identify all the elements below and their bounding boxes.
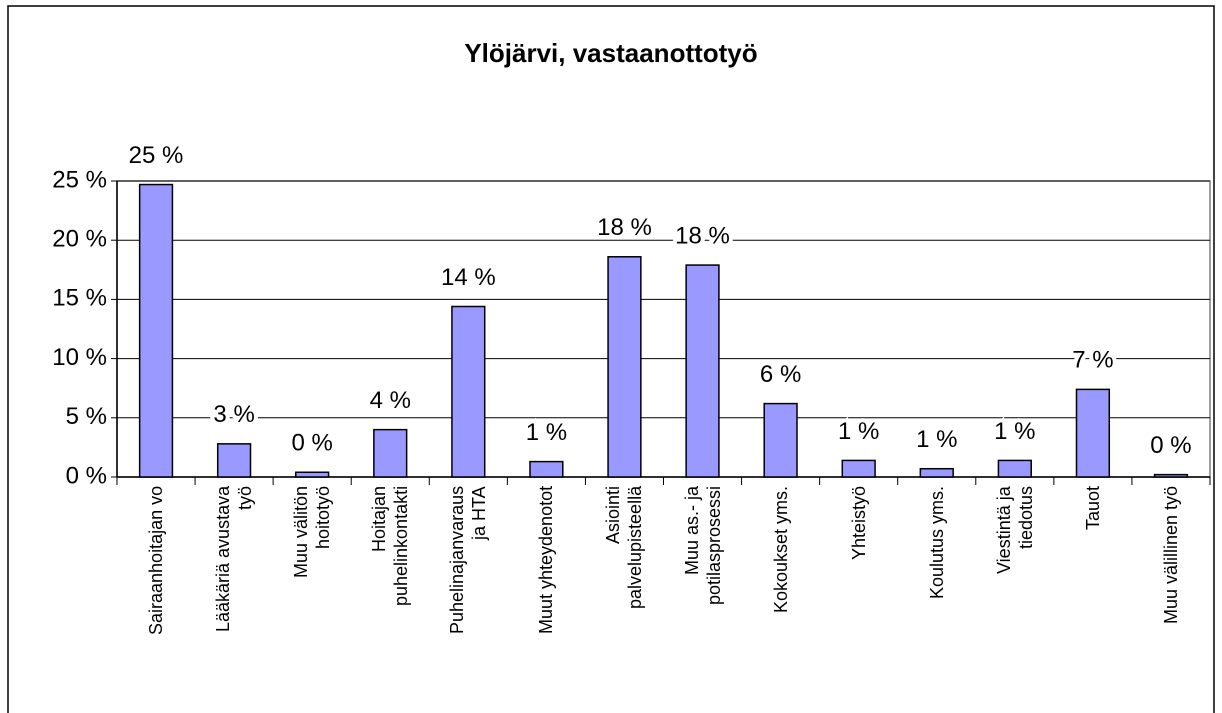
value-label: 25 % [129,142,184,169]
value-label: 4 % [370,387,411,414]
y-tick-label: 5 % [66,403,107,430]
x-tick-label: Lääkäriä avustava työ [213,486,256,633]
value-label: 1 % [916,426,957,453]
value-label: 3 % [213,401,254,428]
bar [138,183,174,478]
value-label: 1 % [526,419,567,446]
y-tick-label: 25 % [52,166,107,193]
x-tick-label: Asiointi palvelupisteellä [603,486,646,610]
value-label: 14 % [441,264,496,291]
y-tick-label: 20 % [52,226,107,253]
chart-title: Ylöjärvi, vastaanottotyö [464,38,757,68]
bar [451,305,486,478]
y-tick-label: 15 % [52,285,107,312]
x-tick-label: Hoitajan puhelinkontakti [369,486,412,607]
bar [529,460,564,478]
value-label: 1 % [838,418,879,445]
bar [1075,388,1111,478]
value-label: 18 % [675,222,730,249]
value-label: 0 % [1150,432,1191,459]
x-tick-label: Muu välillinen työ [1160,486,1181,625]
bar [997,459,1032,478]
value-label: 18 % [597,214,652,241]
x-tick-label: Puhelinajanvaraus ja HTA [447,486,490,635]
x-tick-label: Yhteistyö [848,486,869,561]
bar [841,459,876,478]
x-tick-label: Koulutus yms. [926,486,947,600]
y-tick-label: 10 % [52,344,107,371]
x-tick-label: Tauot [1082,486,1103,531]
bar [295,471,330,478]
value-label: 0 % [291,430,332,457]
plot-area [116,180,1211,478]
bar [1153,473,1189,478]
value-label: 1 % [994,418,1035,445]
bar [685,264,720,478]
x-tick-label: Muu as.- ja potilasprosessi [681,486,724,606]
y-tick-label: 0 % [66,462,107,489]
x-tick-label: Muu välitön hoitotyö [291,486,334,579]
value-label: 6 % [760,361,801,388]
value-label: 7 % [1072,347,1113,374]
bar [373,428,408,478]
bar [763,402,798,478]
bar [919,467,954,478]
x-tick-label: Kokoukset yms. [770,486,791,614]
bar [216,443,252,478]
bar [607,256,642,478]
x-tick-label: Muut yhteydenotot [536,486,557,635]
x-tick-label: Viestintä ja tiedotus [993,486,1036,574]
x-tick-label: Sairaanhoitajan vo [146,486,167,636]
